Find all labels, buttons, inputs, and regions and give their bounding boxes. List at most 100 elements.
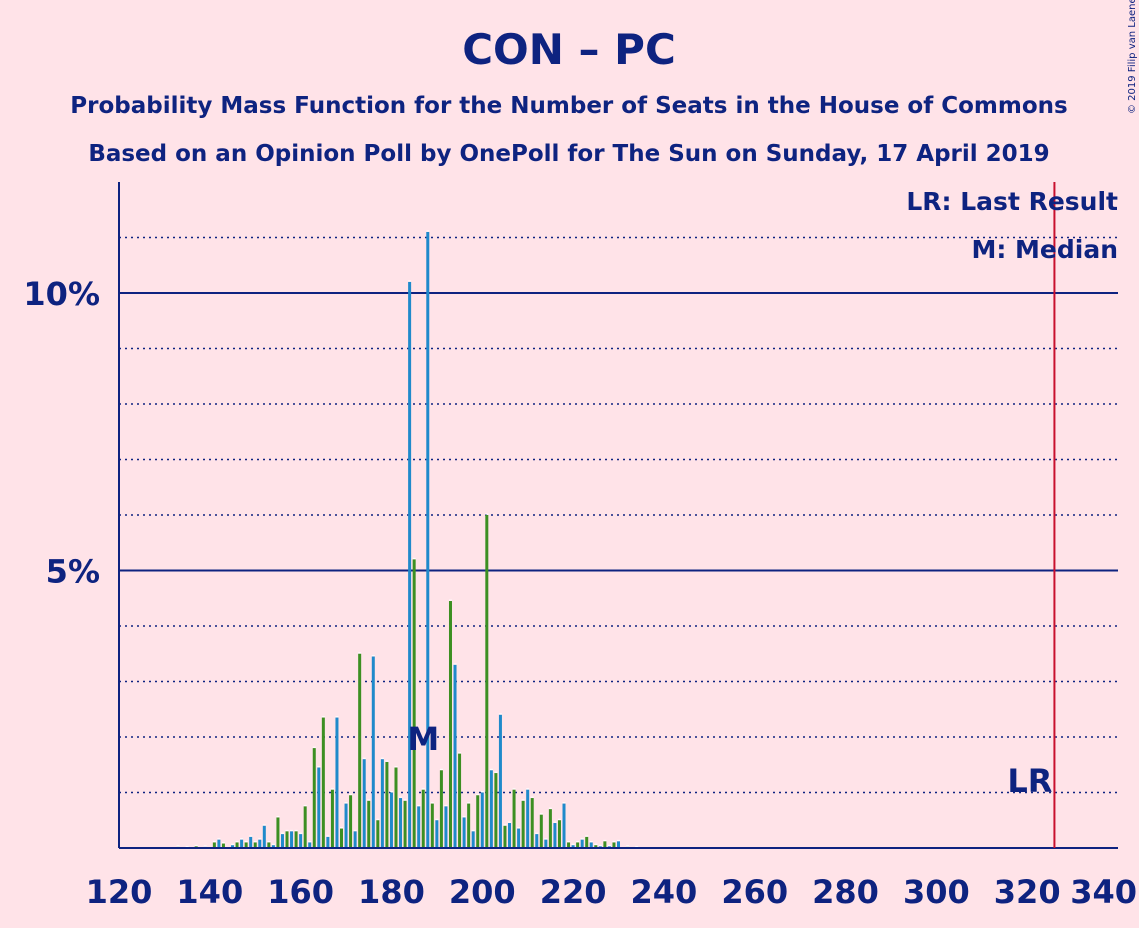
x-tick-label: 220 <box>540 873 607 911</box>
bar <box>567 842 571 848</box>
bar-cap <box>467 802 471 804</box>
bar-cap <box>185 845 189 848</box>
bar-cap <box>453 663 457 665</box>
bar-cap <box>308 840 312 843</box>
bar <box>294 831 298 848</box>
bar-cap <box>521 799 525 801</box>
bar <box>494 773 498 848</box>
bar <box>485 515 489 848</box>
bar-cap <box>585 835 589 837</box>
bar-cap <box>367 799 371 801</box>
bar-cap <box>258 838 262 840</box>
y-tick-label: 10% <box>23 275 100 313</box>
bar <box>471 831 475 848</box>
bar <box>403 800 407 848</box>
bar-cap <box>330 788 334 790</box>
x-tick-label: 340 <box>1070 873 1137 911</box>
bar <box>394 767 398 848</box>
bar <box>426 231 430 848</box>
bar-cap <box>462 815 466 818</box>
bar <box>444 806 448 848</box>
bar <box>326 836 330 848</box>
bar <box>421 789 425 848</box>
bar-cap <box>530 796 534 798</box>
bar-cap <box>485 513 489 515</box>
chart-subtitle-line-2: Based on an Opinion Poll by OnePoll for … <box>88 141 1049 167</box>
median-marker: M <box>407 720 439 758</box>
chart-title: CON – PC <box>462 25 676 74</box>
bar-cap <box>271 843 275 845</box>
bar-cap <box>217 838 221 840</box>
bar-cap <box>498 713 502 715</box>
bar-cap <box>548 807 552 809</box>
bar-cap <box>526 788 530 790</box>
bar-cap <box>417 804 421 807</box>
bar <box>344 803 348 848</box>
bar-cap <box>267 840 271 843</box>
bar <box>462 817 466 848</box>
bar <box>312 748 316 848</box>
bar <box>576 842 580 848</box>
bar <box>508 823 512 848</box>
bar <box>476 795 480 848</box>
bar <box>212 842 216 848</box>
bar-cap <box>571 843 575 845</box>
bar-cap <box>476 793 480 795</box>
bar-cap <box>335 716 339 718</box>
bar <box>330 789 334 848</box>
bar-cap <box>312 746 316 748</box>
bar-cap <box>567 840 571 843</box>
bar <box>267 842 271 848</box>
bar-cap <box>594 843 598 845</box>
bar-cap <box>253 840 257 843</box>
bar <box>290 831 294 848</box>
bar-cap <box>394 766 398 768</box>
bar-cap <box>535 832 539 834</box>
bar <box>585 836 589 848</box>
legend-median: M: Median <box>971 235 1118 264</box>
bar-cap <box>444 804 448 807</box>
bar-cap <box>294 829 298 832</box>
bar <box>580 839 584 848</box>
bar-cap <box>371 655 375 657</box>
bar <box>467 803 471 848</box>
bar <box>253 842 257 848</box>
bar-cap <box>576 840 580 843</box>
bar <box>221 843 225 848</box>
x-tick-label: 200 <box>449 873 516 911</box>
bars <box>176 230 639 848</box>
bar-cap <box>221 842 225 844</box>
x-tick-label: 140 <box>176 873 243 911</box>
bar-cap <box>539 813 543 815</box>
bar-cap <box>557 818 561 820</box>
bar <box>358 653 362 848</box>
bar <box>544 839 548 848</box>
x-tick-label: 180 <box>358 873 425 911</box>
bar <box>380 759 384 848</box>
bar-cap <box>280 832 284 834</box>
x-tick-label: 280 <box>812 873 879 911</box>
bar <box>408 281 412 848</box>
bar <box>240 839 244 848</box>
bar <box>335 717 339 848</box>
bar <box>612 842 616 848</box>
gridlines <box>119 236 1118 794</box>
bar-cap <box>376 818 380 820</box>
bar <box>249 836 253 848</box>
bar <box>276 817 280 848</box>
bar-cap <box>262 824 266 826</box>
bar <box>617 841 620 848</box>
bar-cap <box>617 839 620 842</box>
bar <box>521 800 525 848</box>
bar-cap <box>380 757 384 759</box>
bar <box>371 656 375 848</box>
bar <box>317 767 321 848</box>
bar <box>303 806 307 848</box>
bar <box>321 717 325 848</box>
bar <box>603 841 607 848</box>
bar <box>271 845 275 848</box>
x-tick-label: 260 <box>721 873 788 911</box>
bar <box>262 825 266 848</box>
bar <box>503 825 507 848</box>
